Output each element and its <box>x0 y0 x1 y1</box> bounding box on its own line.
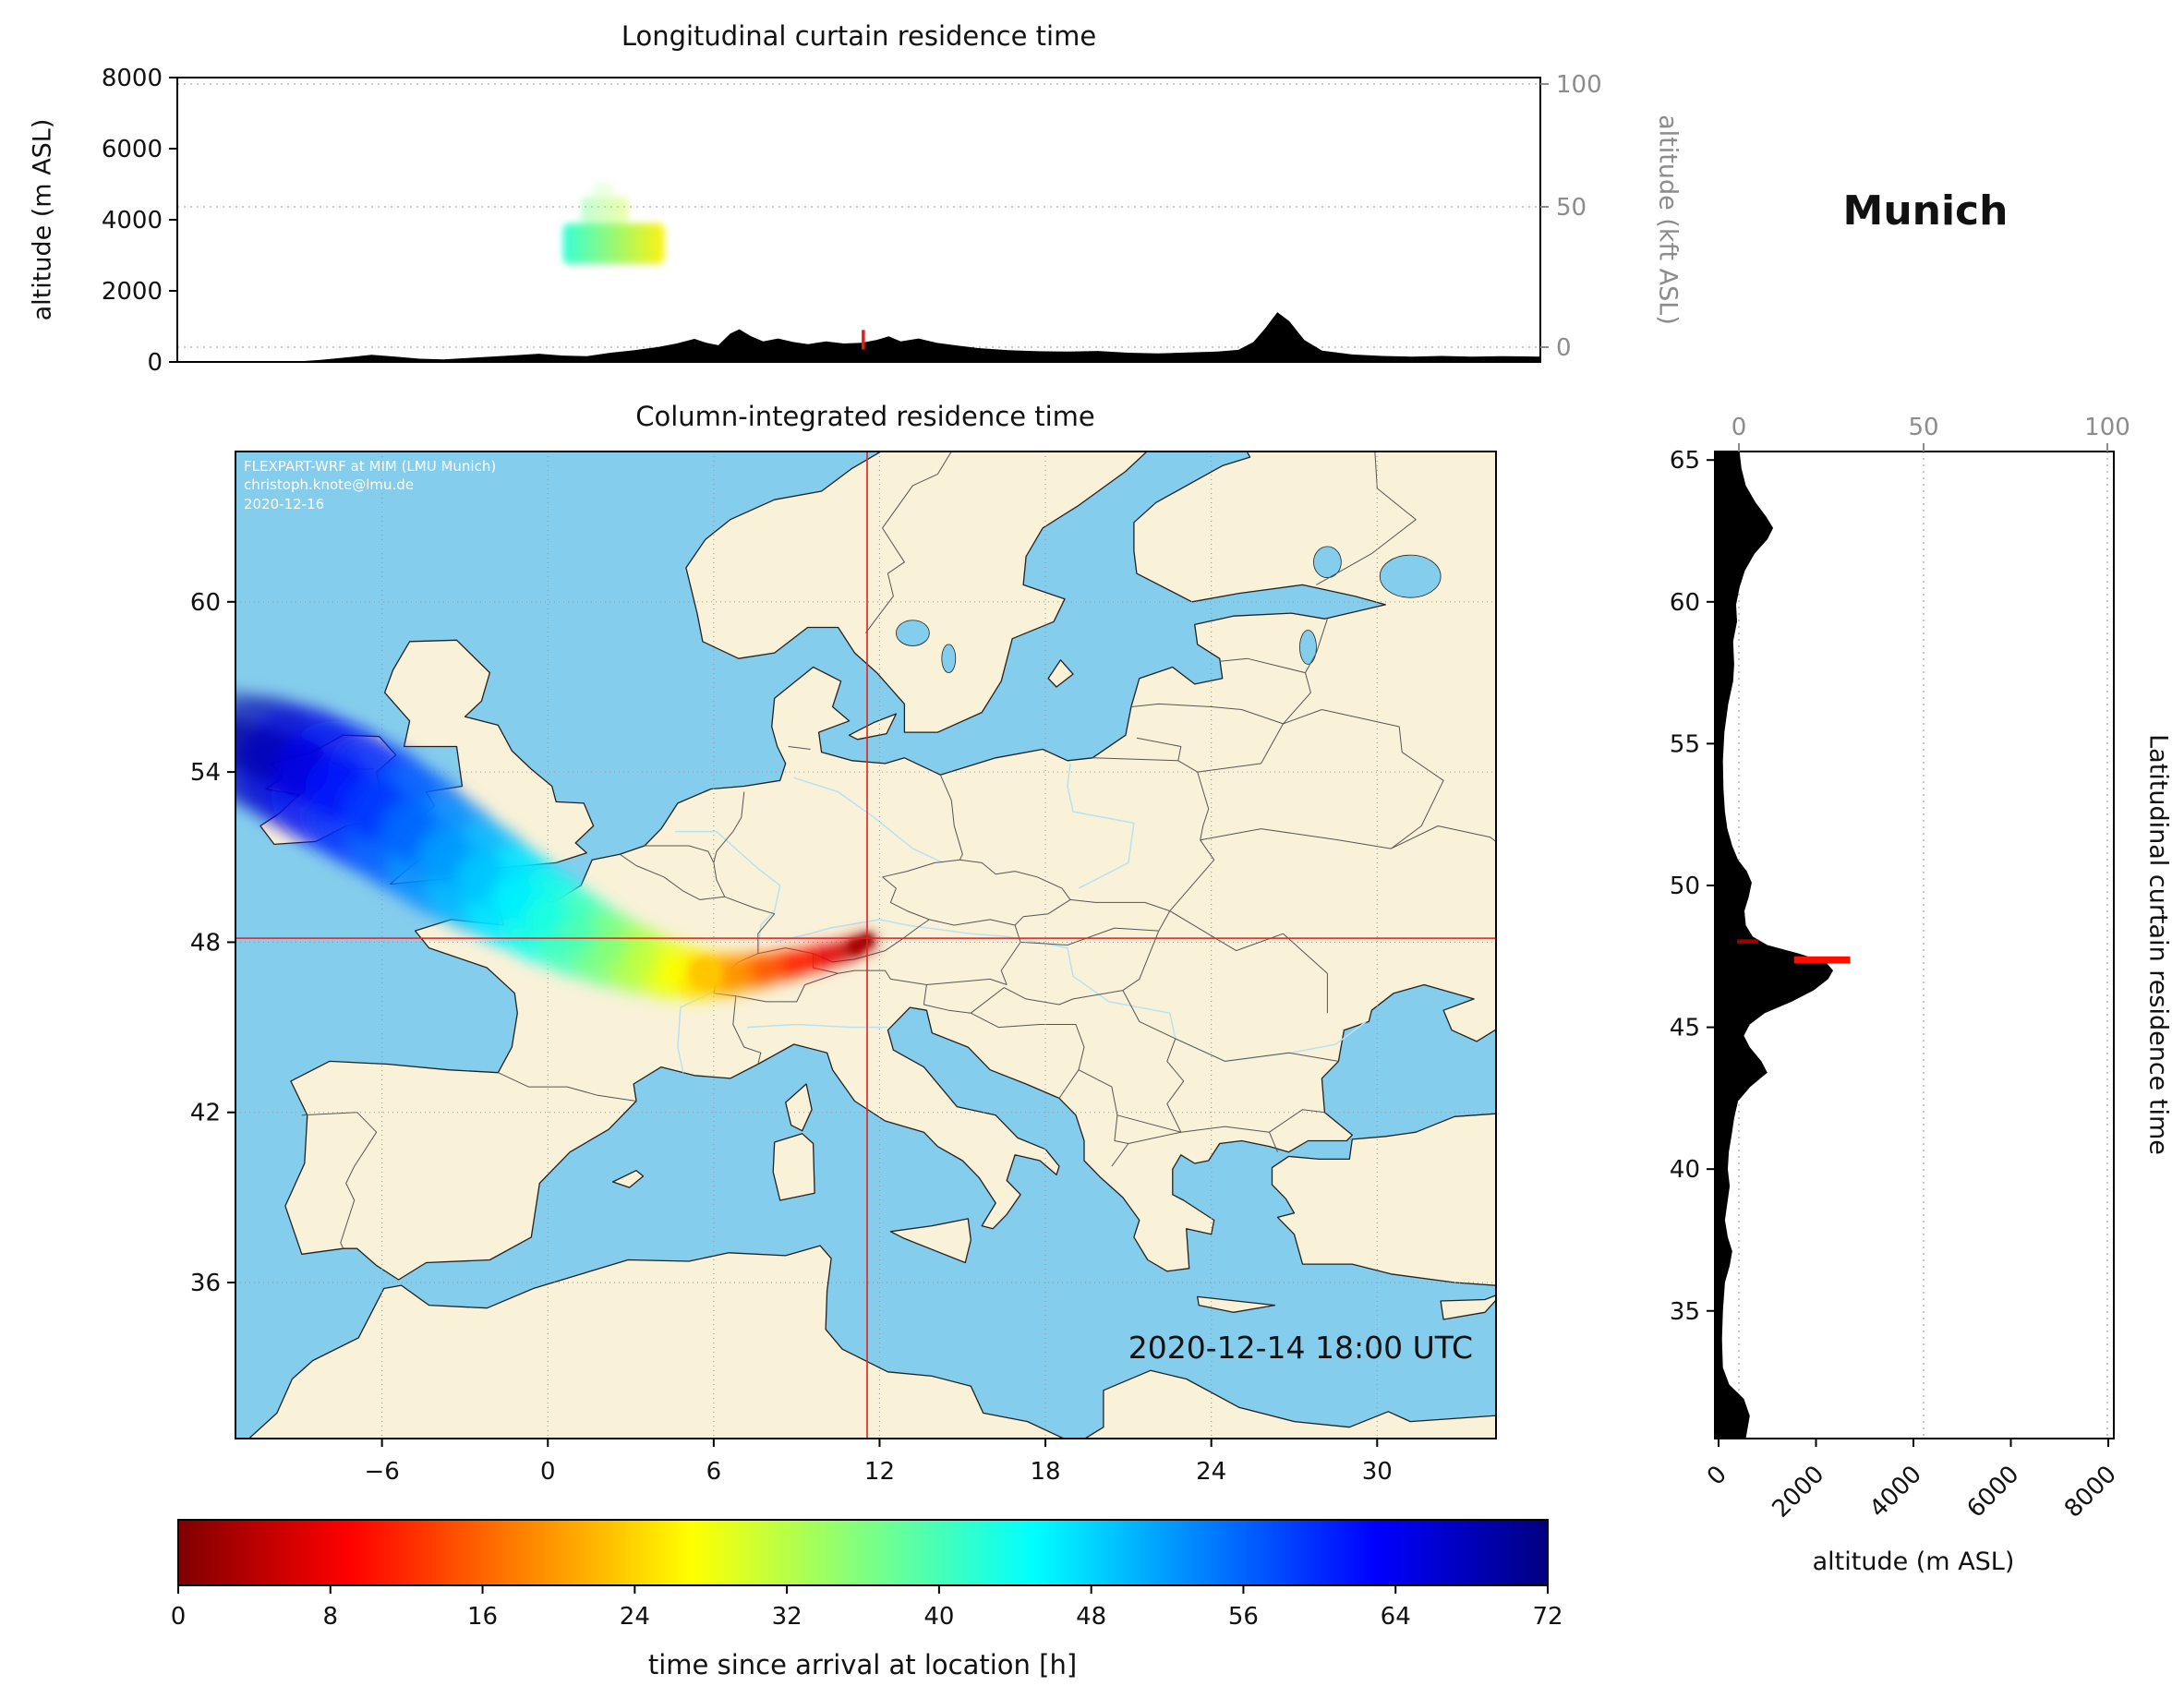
credit-line-model: FLEXPART-WRF at MIM (LMU Munich) <box>244 458 497 475</box>
svg-text:55: 55 <box>1670 730 1700 758</box>
svg-text:60: 60 <box>1670 589 1700 617</box>
map-panel: −6 0 6 12 18 24 30 36 42 48 54 60 <box>190 451 1497 1486</box>
svg-text:0: 0 <box>171 1603 187 1631</box>
latitudinal-panel-title: Latitudinal curtain residence time <box>2143 734 2173 1155</box>
svg-text:50: 50 <box>1908 414 1938 441</box>
altitude-m-axis-label: altitude (m ASL) <box>28 118 57 321</box>
svg-text:18: 18 <box>1031 1458 1061 1486</box>
svg-text:8000: 8000 <box>102 65 163 92</box>
svg-text:24: 24 <box>620 1603 650 1631</box>
svg-text:16: 16 <box>467 1603 498 1631</box>
svg-text:4000: 4000 <box>1864 1461 1927 1523</box>
svg-text:2000: 2000 <box>102 278 163 306</box>
svg-text:72: 72 <box>1532 1603 1563 1631</box>
map-timestamp: 2020-12-14 18:00 UTC <box>1128 1330 1473 1366</box>
svg-text:6000: 6000 <box>1961 1461 2024 1523</box>
svg-text:50: 50 <box>1556 194 1587 222</box>
svg-text:45: 45 <box>1670 1015 1700 1042</box>
latitudinal-curtain-panel: 35 40 45 50 55 60 65 0 50 100 0 2000 4000 6000 8000 <box>1670 414 2130 1523</box>
colorbar: 0 8 16 24 32 40 48 56 64 72 <box>171 1519 1563 1631</box>
svg-text:6: 6 <box>706 1458 722 1486</box>
svg-text:−6: −6 <box>364 1458 399 1486</box>
svg-text:35: 35 <box>1670 1298 1700 1326</box>
location-title: Munich <box>1842 187 2009 235</box>
svg-text:100: 100 <box>1556 71 1602 99</box>
svg-text:48: 48 <box>190 929 221 957</box>
svg-text:12: 12 <box>864 1458 895 1486</box>
credit-line-email: christoph.knote@lmu.de <box>244 476 415 494</box>
credit-line-date: 2020-12-16 <box>244 495 325 512</box>
map-panel-title: Column-integrated residence time <box>635 401 1095 432</box>
longitudinal-curtain-panel: 0 2000 4000 6000 8000 0 50 100 <box>102 65 1602 377</box>
svg-text:0: 0 <box>147 349 163 377</box>
longitudinal-panel-title: Longitudinal curtain residence time <box>621 20 1097 52</box>
svg-text:54: 54 <box>190 759 221 787</box>
svg-text:2000: 2000 <box>1767 1461 1829 1523</box>
latitudinal-x-axis-label: altitude (m ASL) <box>1812 1547 2015 1576</box>
svg-text:30: 30 <box>1362 1458 1393 1486</box>
svg-text:50: 50 <box>1670 873 1700 900</box>
svg-text:8000: 8000 <box>2059 1461 2122 1523</box>
svg-text:6000: 6000 <box>102 136 163 163</box>
svg-text:48: 48 <box>1076 1603 1106 1631</box>
svg-text:42: 42 <box>190 1100 221 1127</box>
svg-text:0: 0 <box>1556 334 1572 362</box>
svg-text:8: 8 <box>323 1603 339 1631</box>
svg-text:0: 0 <box>1702 1461 1732 1491</box>
model-credits: FLEXPART-WRF at MIM (LMU Munich) christo… <box>244 457 496 513</box>
svg-text:100: 100 <box>2084 414 2130 441</box>
svg-text:56: 56 <box>1228 1603 1259 1631</box>
svg-text:40: 40 <box>923 1603 954 1631</box>
svg-text:60: 60 <box>190 589 221 617</box>
svg-text:0: 0 <box>1732 414 1747 441</box>
svg-text:40: 40 <box>1670 1156 1700 1184</box>
colorbar-label: time since arrival at location [h] <box>647 1649 1078 1680</box>
svg-text:24: 24 <box>1196 1458 1226 1486</box>
svg-text:36: 36 <box>190 1270 221 1297</box>
svg-text:0: 0 <box>540 1458 556 1486</box>
svg-text:64: 64 <box>1381 1603 1411 1631</box>
svg-text:4000: 4000 <box>102 207 163 235</box>
altitude-kft-axis-label: altitude (kft ASL) <box>1653 114 1683 325</box>
svg-text:65: 65 <box>1670 447 1700 475</box>
svg-text:32: 32 <box>772 1603 802 1631</box>
